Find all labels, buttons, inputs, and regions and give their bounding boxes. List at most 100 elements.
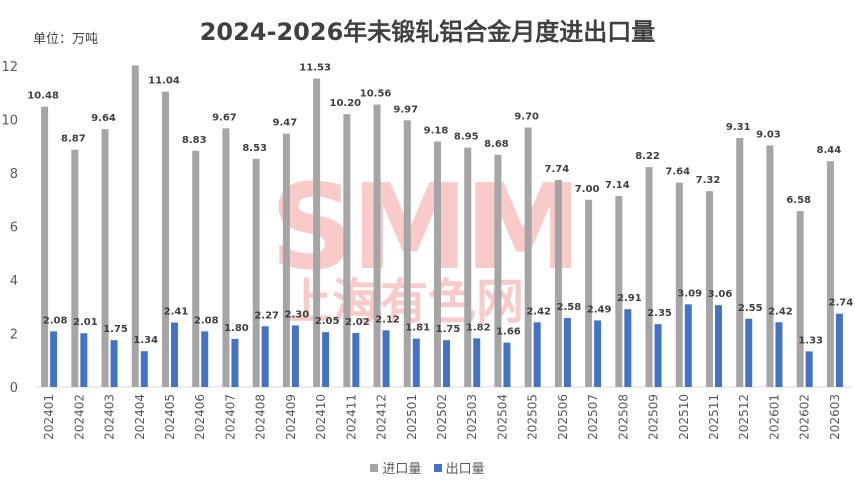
- export-bar: [745, 318, 753, 387]
- export-data-label: 2.02: [345, 317, 370, 328]
- import-bar: [282, 133, 290, 387]
- export-data-label: 2.74: [829, 298, 854, 309]
- y-tick-label: 4: [10, 274, 18, 289]
- x-tick-label: 202507: [586, 394, 600, 440]
- x-tick-label: 202509: [647, 394, 661, 440]
- export-bar: [654, 324, 662, 387]
- import-data-label: 9.70: [514, 112, 539, 123]
- import-bar: [343, 114, 351, 388]
- export-bar: [291, 325, 299, 387]
- x-tick-label: 202406: [193, 394, 207, 440]
- import-data-label: 9.31: [726, 122, 751, 133]
- export-data-label: 3.06: [708, 289, 733, 300]
- x-tick-label: 202512: [737, 394, 751, 440]
- import-data-label: 11.53: [299, 63, 331, 74]
- y-tick-label: 6: [10, 221, 18, 236]
- import-data-label: 9.03: [756, 129, 781, 140]
- export-data-label: 2.01: [73, 317, 98, 328]
- x-tick-label: 202408: [254, 394, 268, 440]
- legend-label-import: 进口量: [382, 462, 422, 477]
- x-tick-label: 202511: [707, 394, 721, 440]
- import-data-label: 9.67: [212, 112, 237, 123]
- import-data-label: 7.74: [545, 164, 570, 175]
- export-data-label: 1.82: [466, 322, 491, 333]
- import-bar: [826, 161, 834, 387]
- import-bar: [162, 91, 169, 388]
- import-bar: [192, 150, 200, 387]
- x-tick-label: 202602: [798, 394, 812, 440]
- export-data-label: 2.91: [617, 293, 642, 304]
- import-bar: [524, 127, 532, 388]
- import-data-label: 8.22: [635, 151, 660, 162]
- import-data-label: 8.83: [182, 135, 207, 146]
- export-data-label: 2.41: [164, 307, 189, 318]
- export-data-label: 2.12: [375, 314, 400, 325]
- export-data-label: 2.55: [738, 303, 763, 314]
- export-data-label: 2.27: [254, 310, 279, 321]
- export-bar: [80, 333, 88, 387]
- legend-label-export: 出口量: [445, 462, 485, 477]
- export-data-label: 2.58: [557, 302, 582, 313]
- export-bar: [140, 351, 148, 387]
- import-bar: [313, 78, 321, 387]
- import-bar: [585, 199, 593, 387]
- import-bar: [736, 137, 744, 387]
- x-tick-label: 202404: [133, 394, 147, 440]
- x-tick-label: 202503: [465, 394, 479, 440]
- export-data-label: 2.42: [768, 306, 793, 317]
- export-data-label: 2.30: [285, 309, 310, 320]
- import-bar: [222, 128, 230, 387]
- export-bar: [533, 322, 541, 387]
- export-data-label: 1.34: [133, 335, 158, 346]
- import-bar: [675, 182, 683, 387]
- import-bar: [131, 65, 139, 387]
- x-tick-label: 202601: [767, 394, 781, 440]
- x-tick-label: 202510: [677, 394, 691, 440]
- x-tick-label: 202506: [556, 394, 570, 440]
- y-tick-label: 10: [1, 114, 18, 129]
- export-bar: [201, 331, 209, 387]
- export-data-label: 2.05: [315, 316, 340, 327]
- import-bar: [464, 147, 472, 387]
- import-data-label: 10.48: [27, 91, 59, 102]
- x-tick-label: 202403: [103, 394, 117, 440]
- y-tick-label: 12: [1, 60, 18, 75]
- import-bar: [41, 106, 49, 387]
- import-data-label: 11.04: [148, 76, 180, 87]
- import-data-label: 8.53: [242, 143, 267, 154]
- legend-swatch-export: [433, 463, 442, 472]
- export-bar: [412, 338, 420, 387]
- x-tick-label: 202502: [435, 394, 449, 440]
- x-tick-label: 202407: [223, 394, 237, 440]
- x-tick-label: 202405: [163, 394, 177, 440]
- import-data-label: 8.95: [454, 132, 479, 143]
- chart-title: 2024-2026年未锻轧铝合金月度进出口量: [199, 18, 656, 46]
- import-data-label: 10.56: [360, 89, 392, 100]
- chart-legend: 进口量 出口量: [0, 458, 855, 477]
- export-bar: [715, 305, 722, 387]
- export-data-label: 1.66: [496, 327, 521, 338]
- x-tick-label: 202410: [314, 394, 328, 440]
- export-data-label: 1.80: [224, 323, 249, 334]
- export-data-label: 2.35: [647, 308, 672, 319]
- export-data-label: 1.75: [436, 324, 461, 335]
- x-tick-label: 202412: [375, 394, 389, 440]
- export-data-label: 2.08: [194, 315, 219, 326]
- import-bar: [615, 196, 623, 387]
- import-bar: [373, 104, 381, 388]
- y-tick-label: 2: [10, 328, 18, 343]
- import-data-label: 9.18: [424, 125, 449, 136]
- import-data-label: 7.00: [575, 184, 600, 195]
- import-bar: [403, 120, 411, 388]
- import-data-label: 9.64: [91, 113, 116, 124]
- import-data-label: 8.44: [817, 145, 842, 156]
- x-tick-label: 202409: [284, 394, 298, 440]
- y-tick-label: 0: [10, 381, 18, 396]
- x-tick-label: 202603: [828, 394, 842, 440]
- export-bar: [171, 322, 178, 387]
- export-bar: [503, 342, 511, 387]
- x-tick-label: 202501: [405, 394, 419, 440]
- import-data-label: 7.14: [605, 180, 630, 191]
- import-data-label: 8.87: [61, 134, 86, 145]
- export-bar: [443, 340, 450, 387]
